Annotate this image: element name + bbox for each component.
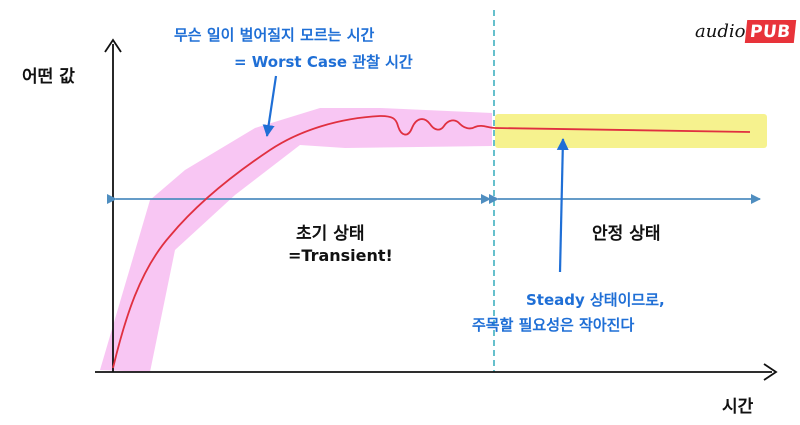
transient-region-subtitle: =Transient! [288,246,393,265]
worst-case-annotation-line1: 무슨 일이 벌어질지 모르는 시간 [174,26,375,44]
steady-annotation-arrow [556,138,569,273]
worst-case-annotation-arrow [262,75,278,137]
steady-annotation-line1: Steady 상태이므로, [526,291,665,309]
worst-case-annotation-line2: = Worst Case 관찰 시간 [234,53,413,71]
steady-annotation-line2: 주목할 필요성은 작아진다 [472,316,635,334]
x-axis-arrowhead [763,363,778,381]
transient-region-title: 초기 상태 [296,224,365,244]
audiopub-logo: audio PUB [695,16,797,46]
y-axis-arrowhead [104,38,122,53]
y-axis-label: 어떤 값 [22,67,75,87]
logo-badge: PUB [745,19,797,43]
response-curve [112,115,751,369]
transient-highlight-band [100,108,492,372]
x-axis-label: 시간 [722,397,754,417]
steady-region-title: 안정 상태 [592,224,661,244]
logo-word: audio [695,20,746,42]
